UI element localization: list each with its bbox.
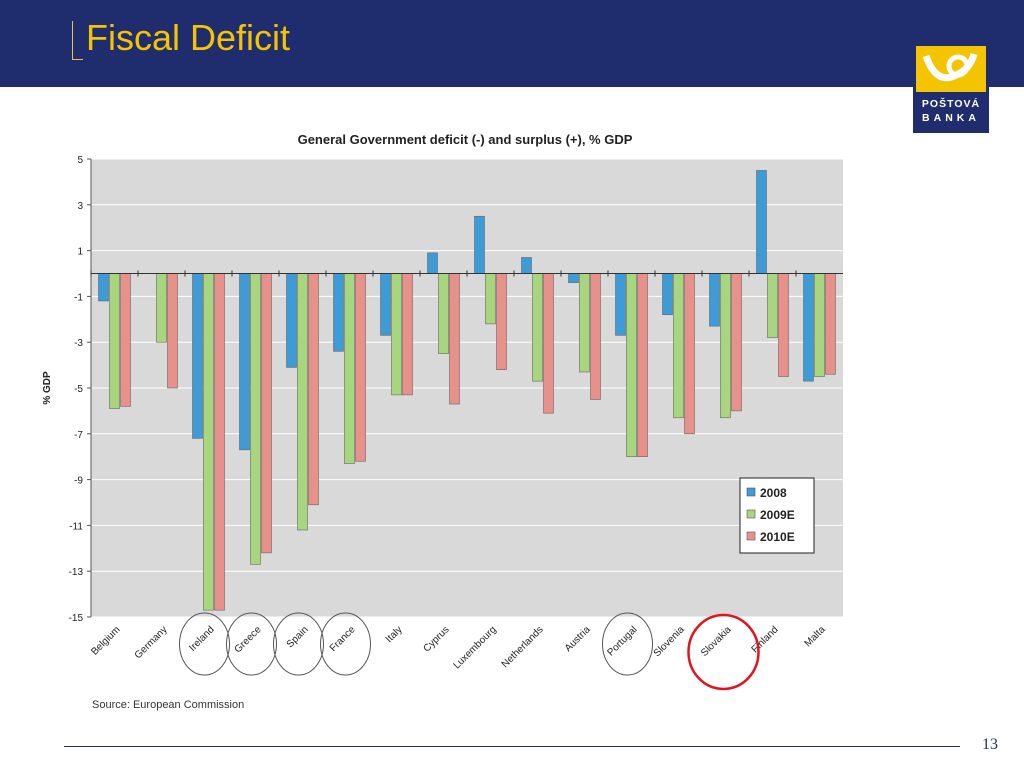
x-tick-label: Italy (384, 624, 405, 645)
bar-2010E-netherlands (543, 273, 554, 414)
x-tick-label: France (328, 624, 358, 654)
y-tick-label: -5 (74, 384, 83, 395)
category-circle-portugal (602, 612, 653, 676)
y-tick-label: -3 (74, 338, 83, 349)
post-horn-icon (916, 46, 986, 92)
category-circle-spain (273, 612, 324, 676)
x-tick-label: Slovakia (699, 624, 734, 659)
bar-2008-portugal (615, 273, 626, 336)
bar-2010E-finland (778, 273, 789, 377)
x-tick-label: Slovenia (652, 624, 687, 659)
bar-2010E-greece (261, 273, 272, 554)
bar-2009E-finland (767, 273, 778, 338)
bar-2008-finland (756, 170, 767, 274)
y-tick-label: 3 (77, 201, 83, 212)
bar-2009E-luxembourg (485, 273, 496, 325)
chart-title: General Government deficit (-) and surpl… (298, 132, 633, 147)
footer-line (64, 746, 960, 747)
y-tick-label: 5 (77, 155, 83, 166)
legend-swatch-2008 (746, 487, 756, 497)
bar-2010E-france (355, 273, 366, 462)
title-bracket (72, 21, 83, 60)
y-tick-label: -15 (69, 613, 84, 624)
x-tick-label: Cyprus (421, 624, 451, 654)
x-tick-label: Portugal (606, 624, 640, 658)
bar-2009E-belgium (109, 273, 120, 409)
bar-2008-cyprus (427, 252, 438, 274)
bar-2008-greece (239, 273, 250, 451)
legend-label-2008: 2008 (760, 486, 787, 500)
bar-2008-malta (803, 273, 814, 382)
bar-2008-ireland (192, 273, 203, 439)
bar-2009E-ireland (203, 273, 214, 611)
bar-2008-slovakia (709, 273, 720, 327)
x-tick-label: Luxembourg (452, 624, 499, 671)
bar-2009E-portugal (626, 273, 637, 457)
bar-2008-belgium (98, 273, 109, 302)
bar-2009E-greece (250, 273, 261, 565)
category-circle-ireland (179, 612, 230, 676)
legend-label-2009E: 2009E (760, 508, 795, 522)
y-axis-label: % GDP (42, 371, 53, 405)
x-tick-label: Finland (750, 624, 781, 655)
bar-2010E-italy (402, 273, 413, 396)
bar-2009E-austria (579, 273, 590, 373)
bar-2009E-cyprus (438, 273, 449, 354)
bar-2008-austria (568, 273, 579, 283)
bar-2009E-malta (814, 273, 825, 377)
y-tick-label: -13 (69, 567, 84, 578)
bar-2010E-ireland (214, 273, 225, 611)
header-bar (0, 0, 1024, 87)
page-number: 13 (982, 736, 998, 753)
y-tick-label: -9 (74, 476, 83, 487)
postova-banka-logo: POŠTOVÁ BANKA (913, 43, 989, 133)
x-tick-label: Spain (285, 624, 311, 650)
bar-2010E-cyprus (449, 273, 460, 405)
legend-swatch-2009E (746, 509, 756, 519)
bar-2008-spain (286, 273, 297, 368)
bar-2009E-slovakia (720, 273, 731, 419)
x-tick-label: Ireland (187, 624, 216, 653)
x-tick-label: Greece (233, 624, 264, 655)
bar-2010E-austria (590, 273, 601, 400)
y-tick-label: -7 (74, 430, 83, 441)
bar-2010E-slovenia (684, 273, 695, 435)
y-tick-label: 1 (77, 247, 83, 258)
bar-2008-france (333, 273, 344, 352)
slide-title: Fiscal Deficit (86, 17, 291, 58)
highlight-circle-slovakia (687, 613, 760, 691)
bar-2009E-italy (391, 273, 402, 396)
bar-2009E-slovenia (673, 273, 684, 419)
category-circle-greece (226, 612, 277, 676)
bar-2009E-netherlands (532, 273, 543, 382)
bar-2010E-slovakia (731, 273, 742, 412)
bar-2008-slovenia (662, 273, 673, 316)
bar-2010E-spain (308, 273, 319, 506)
logo-text-line1: POŠTOVÁ (921, 98, 981, 110)
x-tick-label: Austria (563, 624, 593, 654)
bar-2008-italy (380, 273, 391, 336)
x-tick-label: Netherlands (500, 624, 546, 670)
bar-2010E-malta (825, 273, 836, 375)
bar-2008-luxembourg (474, 215, 485, 274)
x-tick-label: Germany (133, 624, 170, 661)
bar-2009E-germany (156, 273, 167, 343)
bar-2009E-france (344, 273, 355, 464)
legend-label-2010E: 2010E (760, 530, 795, 544)
y-tick-label: -11 (69, 521, 83, 532)
category-circle-france (320, 612, 371, 676)
bar-2010E-germany (167, 273, 178, 389)
legend-swatch-2010E (746, 531, 756, 541)
logo-text-line2: BANKA (922, 112, 980, 124)
x-tick-label: Belgium (89, 624, 122, 657)
bar-2010E-portugal (637, 273, 648, 457)
bar-2010E-belgium (120, 273, 131, 407)
x-tick-label: Malta (803, 624, 828, 649)
y-tick-label: -1 (74, 292, 83, 303)
source-note: Source: European Commission (92, 699, 244, 711)
bar-2009E-spain (297, 273, 308, 531)
bar-2010E-luxembourg (496, 273, 507, 370)
bar-2008-netherlands (521, 257, 532, 274)
